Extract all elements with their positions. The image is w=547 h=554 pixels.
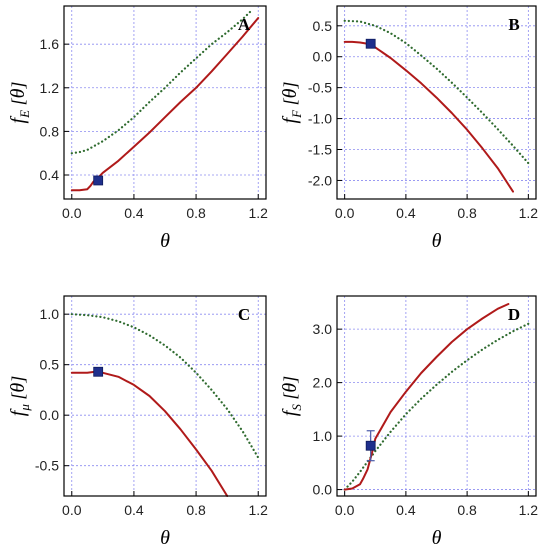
y-tick-label: 0.8 bbox=[40, 123, 60, 139]
y-tick-label: 0.4 bbox=[40, 167, 60, 183]
y-tick-label: 1.2 bbox=[40, 80, 60, 96]
x-tick-label: 0.8 bbox=[186, 502, 206, 518]
y-tick-label: 0.0 bbox=[313, 482, 333, 498]
solid-series-line-d bbox=[343, 303, 510, 491]
y-tick-label: 1.0 bbox=[313, 428, 333, 444]
data-point-marker bbox=[365, 440, 376, 451]
panel-letter: B bbox=[508, 15, 519, 34]
panel-letter: D bbox=[508, 305, 520, 324]
x-tick-label: 0.8 bbox=[457, 502, 477, 518]
y-axis-label: fE [θ] bbox=[7, 82, 32, 124]
x-axis-label: θ bbox=[160, 230, 170, 252]
x-tick-label: 0.8 bbox=[186, 205, 206, 221]
y-axis-label-subscript: F bbox=[289, 109, 304, 119]
y-tick-label: 1.6 bbox=[40, 36, 60, 52]
plot-frame bbox=[336, 295, 537, 497]
y-tick-label: -0.5 bbox=[308, 80, 332, 96]
y-axis-label-base: f bbox=[7, 408, 29, 416]
y-tick-label: -0.5 bbox=[35, 458, 59, 474]
panel-letter: A bbox=[238, 15, 251, 34]
y-tick-label: 0.5 bbox=[313, 18, 333, 34]
y-axis-label-bracket-close: ] bbox=[8, 376, 28, 384]
x-tick-label: 1.2 bbox=[519, 502, 539, 518]
dotted-series-line-b bbox=[343, 19, 530, 165]
plot-frame bbox=[336, 5, 537, 200]
x-tick-label: 0.4 bbox=[396, 502, 416, 518]
x-axis-label: θ bbox=[432, 527, 442, 549]
y-axis-label-bracket-open: [ bbox=[280, 392, 300, 405]
x-tick-label: 1.2 bbox=[248, 502, 268, 518]
y-axis-label-subscript: E bbox=[17, 110, 32, 119]
dotted-series-line-c bbox=[70, 313, 260, 459]
y-tick-label: 3.0 bbox=[313, 321, 333, 337]
x-tick-label: 0.0 bbox=[62, 502, 82, 518]
x-tick-label: 0.4 bbox=[396, 205, 416, 221]
y-axis-label: fμ [θ] bbox=[7, 376, 32, 416]
solid-series-line-b bbox=[343, 40, 514, 193]
dotted-series-line-d bbox=[343, 322, 530, 491]
x-tick-label: 0.8 bbox=[457, 205, 477, 221]
y-axis-label-bracket-close: ] bbox=[280, 82, 300, 90]
y-axis-label-base: f bbox=[7, 115, 29, 123]
y-axis-label-bracket-close: ] bbox=[280, 376, 300, 384]
data-point-marker bbox=[93, 366, 104, 377]
y-tick-label: -1.5 bbox=[308, 142, 332, 158]
x-tick-label: 0.4 bbox=[124, 205, 144, 221]
solid-series-line-a bbox=[70, 17, 260, 192]
x-tick-label: 0.0 bbox=[62, 205, 82, 221]
y-axis-label-bracket-open: [ bbox=[8, 392, 28, 405]
y-axis-label: fF [θ] bbox=[279, 82, 304, 124]
y-axis-label-base: f bbox=[279, 408, 301, 416]
x-tick-label: 1.2 bbox=[519, 205, 539, 221]
x-tick-label: 0.0 bbox=[335, 205, 355, 221]
y-axis-label-arg: θ bbox=[7, 383, 29, 393]
y-tick-label: 0.0 bbox=[313, 49, 333, 65]
y-axis-label: fS [θ] bbox=[279, 376, 304, 416]
y-axis-label-arg: θ bbox=[7, 88, 29, 98]
y-tick-label: 0.5 bbox=[40, 357, 60, 373]
y-axis-label-arg: θ bbox=[279, 383, 301, 393]
data-point-marker bbox=[93, 175, 104, 186]
y-axis-label-subscript: μ bbox=[17, 404, 32, 412]
y-axis-label-subscript: S bbox=[289, 404, 304, 411]
plot-frame bbox=[63, 5, 267, 200]
data-point-marker bbox=[365, 38, 376, 49]
y-tick-label: -2.0 bbox=[308, 172, 332, 188]
x-tick-label: 0.4 bbox=[124, 502, 144, 518]
x-axis-label: θ bbox=[432, 230, 442, 252]
y-axis-label-bracket-close: ] bbox=[8, 82, 28, 90]
y-tick-label: 1.0 bbox=[40, 306, 60, 322]
y-axis-label-arg: θ bbox=[279, 88, 301, 98]
x-tick-label: 1.2 bbox=[248, 205, 268, 221]
y-axis-label-bracket-open: [ bbox=[280, 97, 300, 110]
x-axis-label: θ bbox=[160, 527, 170, 549]
dotted-series-line-a bbox=[70, 10, 252, 155]
plot-frame bbox=[63, 295, 267, 497]
y-tick-label: -1.0 bbox=[308, 111, 332, 127]
y-tick-label: 0.0 bbox=[40, 407, 60, 423]
x-tick-label: 0.0 bbox=[335, 502, 355, 518]
y-tick-label: 2.0 bbox=[313, 375, 333, 391]
panel-letter: C bbox=[238, 305, 250, 324]
solid-series-line-c bbox=[70, 370, 229, 497]
y-axis-label-bracket-open: [ bbox=[8, 97, 28, 110]
y-axis-label-base: f bbox=[279, 115, 301, 123]
